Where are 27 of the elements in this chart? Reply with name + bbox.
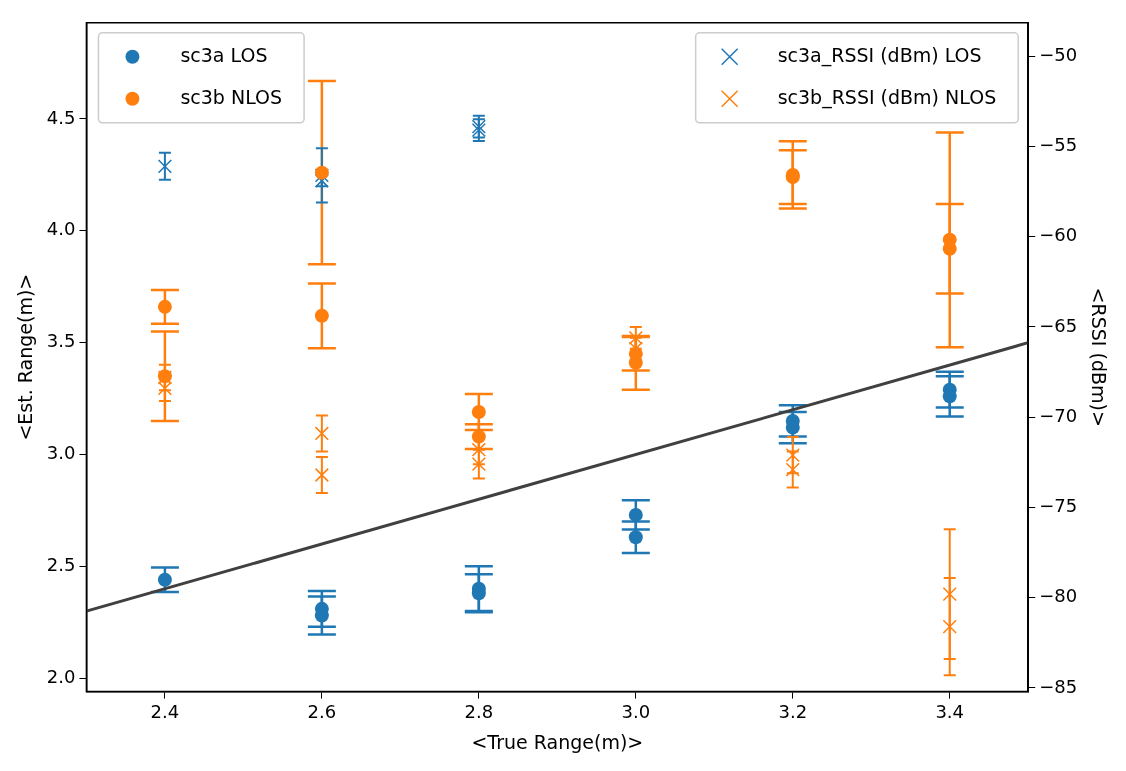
y2-tick-label: −50 xyxy=(1039,43,1078,65)
y-tick-label: 3.0 xyxy=(46,442,76,464)
y-tick-label: 3.5 xyxy=(46,330,76,352)
y-tick-label: 4.0 xyxy=(46,218,76,240)
x-tick-label: 3.4 xyxy=(935,701,965,723)
y2-tick-label: −85 xyxy=(1039,675,1078,697)
y2-tick-label: −70 xyxy=(1039,404,1078,426)
x-tick-label: 3.0 xyxy=(621,701,651,723)
y2-tick-label: −65 xyxy=(1039,314,1078,336)
y-axis-title: <Est. Range(m)> xyxy=(14,273,37,441)
y-tick-label: 4.5 xyxy=(46,106,76,128)
legend-label: sc3b_RSSI (dBm) NLOS xyxy=(777,85,997,109)
x-tick-label: 2.8 xyxy=(464,701,494,723)
legend-label: sc3a_RSSI (dBm) LOS xyxy=(777,43,982,67)
x-axis-title: <True Range(m)> xyxy=(471,730,644,753)
legend-label: sc3b NLOS xyxy=(180,85,283,108)
y-tick-label: 2.0 xyxy=(46,665,76,687)
legend-label: sc3a LOS xyxy=(180,43,268,66)
y2-tick-label: −60 xyxy=(1039,224,1078,246)
x-tick-label: 3.2 xyxy=(778,701,808,723)
y2-tick-label: −80 xyxy=(1039,585,1078,607)
x-tick-label: 2.6 xyxy=(307,701,337,723)
y2-tick-label: −55 xyxy=(1039,134,1078,156)
y2-axis-title: <RSSI (dBm)> xyxy=(1087,287,1110,427)
x-tick-label: 2.4 xyxy=(150,701,180,723)
y-tick-label: 2.5 xyxy=(46,554,76,576)
y2-tick-label: −75 xyxy=(1039,495,1078,517)
